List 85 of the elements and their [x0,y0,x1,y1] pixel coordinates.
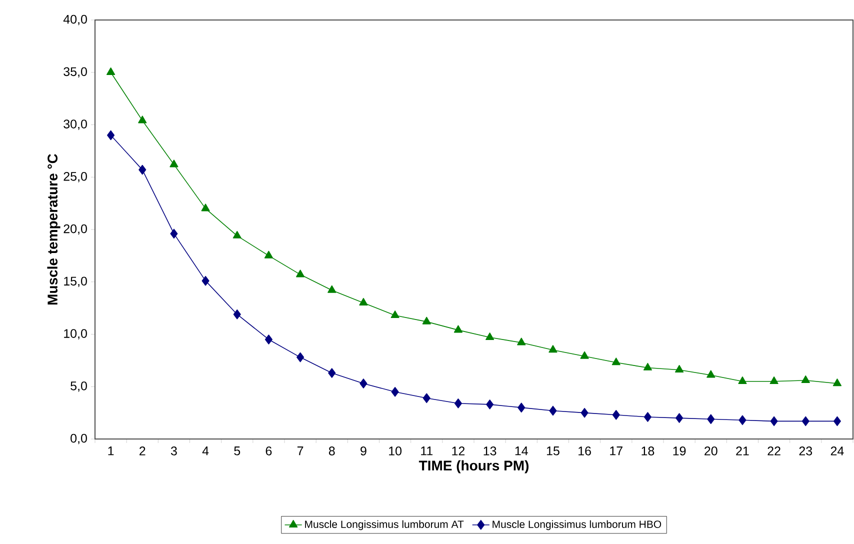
point [580,351,589,359]
x-tick-label: 5 [234,446,240,456]
point [170,228,178,239]
point [707,414,715,424]
point [422,316,431,324]
point [643,362,652,370]
x-tick-label: 4 [202,446,209,456]
point [738,376,747,384]
x-tick-label: 19 [673,446,686,456]
x-tick-label: 3 [170,446,177,456]
x-tick-label: 11 [421,446,432,456]
x-tick-label: 13 [484,446,496,456]
y-tick-label: 25,0 [64,172,87,182]
point [360,378,368,388]
point [801,375,810,383]
point [802,416,810,426]
point [518,402,526,412]
legend-label: Muscle Longissimus lumborum AT [305,520,464,530]
point [706,370,716,378]
point [328,285,336,293]
point [517,338,526,346]
point [201,204,210,212]
point [106,67,116,76]
point [202,276,210,286]
x-tick-label: 8 [328,446,335,456]
point [264,250,274,258]
x-tick-label: 22 [768,446,780,456]
x-tick-label: 10 [389,446,402,456]
y-tick-label: 40,0 [63,14,87,26]
point [390,310,400,318]
x-axis-title: TIME (hours PM) [418,460,529,474]
x-tick-label: 14 [515,446,528,456]
y-axis-title: Muscle temperature °C [47,154,60,304]
y-tick-label: 5,0 [70,381,87,392]
point [422,393,430,404]
x-tick-label: 6 [266,446,272,456]
x-tick-label: 18 [642,446,654,456]
x-tick-label: 2 [140,446,146,456]
x-tick-label: 7 [297,446,304,456]
point [232,230,242,238]
point [738,415,746,426]
x-tick-label: 15 [546,446,560,456]
point [170,160,178,168]
x-tick-label: 12 [452,446,465,456]
point [328,368,336,378]
y-tick-label: 10,0 [64,329,87,340]
point [485,332,494,340]
point [612,410,620,420]
point [454,325,463,333]
point [486,400,494,410]
point [454,398,462,408]
point [675,364,684,373]
point [548,345,558,353]
y-tick-label: 15,0 [64,276,87,288]
point [296,352,304,362]
x-tick-label: 1 [108,446,114,456]
point [233,309,241,320]
point [832,378,842,386]
x-tick-label: 23 [799,446,812,456]
point [833,416,841,426]
x-tick-label: 17 [610,446,622,456]
point [549,406,557,416]
point [138,116,147,124]
x-tick-label: 16 [578,446,591,456]
point [296,270,305,278]
y-tick-label: 30,0 [64,120,87,130]
x-tick-label: 20 [704,446,718,456]
point [580,408,588,418]
point [138,164,146,175]
point [359,298,368,306]
point [264,334,272,344]
point [770,416,778,426]
point [676,413,684,423]
y-tick-label: 35,0 [64,67,87,78]
point [391,386,399,397]
point [770,376,778,384]
y-tick-label: 0,0 [70,434,87,444]
legend-label: Muscle Longissimus lumborum HBO [492,520,662,530]
point [107,130,115,140]
x-tick-label: 24 [830,446,844,456]
x-tick-label: 21 [736,446,749,456]
point [644,412,652,422]
point [612,358,620,366]
y-tick-label: 20,0 [64,224,87,235]
x-tick-label: 9 [360,446,366,456]
